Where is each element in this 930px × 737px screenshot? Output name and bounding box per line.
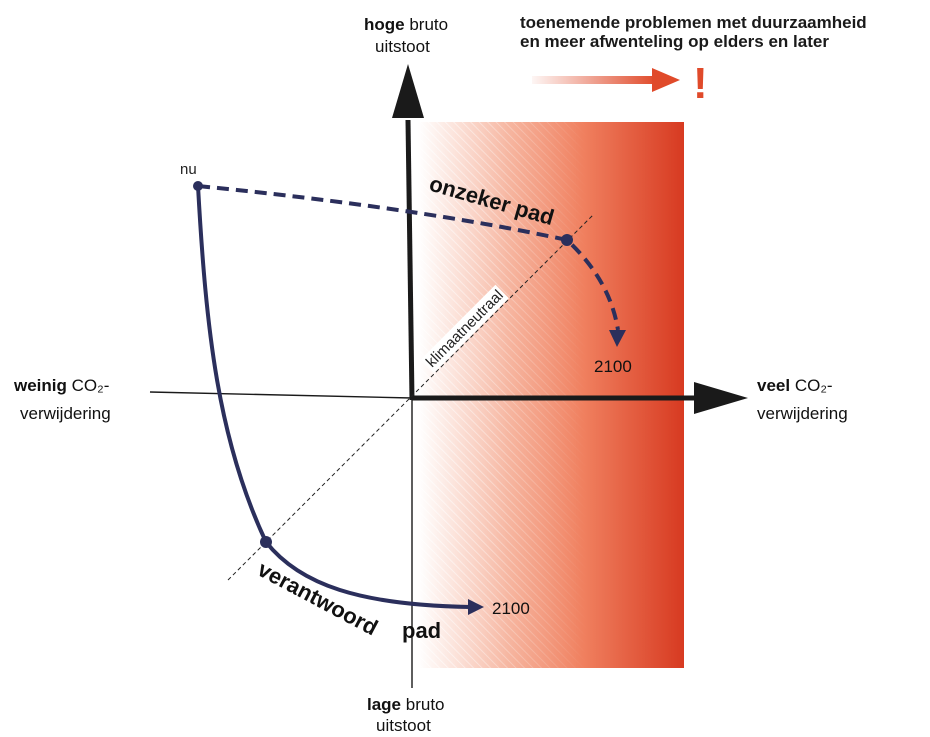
vertical-axis-upper [405,119,415,401]
right-axis-label-bold: veel [757,376,790,395]
warning-arrow-shaft [532,76,656,84]
responsible-path-line [196,185,471,609]
uncertain-path-line [197,184,620,331]
warning-arrow-head [652,68,680,92]
top-axis-label-line2: uitstoot [375,37,430,56]
risk-zone-hatch [418,122,588,668]
left-axis-label-bold: weinig [13,376,67,395]
warning-text-1: toenemende problemen met duurzaamheid [520,13,867,32]
warning-text-2: en meer afwenteling op elders en later [520,32,829,51]
now-point [193,181,203,191]
bottom-axis-label-bold: lage [367,695,401,714]
uncertain-path-point [561,234,573,246]
left-axis-label-rest: CO₂- [72,376,110,395]
top-axis-label-rest: bruto [409,15,448,34]
responsible-path-arrowhead [468,599,484,615]
now-label: nu [180,161,197,178]
left-axis-label-line2: verwijdering [20,404,111,423]
left-axis-label: weinig CO₂- [13,376,109,395]
responsible-path-title-2: pad [402,618,441,643]
warning-mark: ! [693,59,708,108]
uncertain-path-year: 2100 [594,357,632,376]
bottom-axis-label-line2: uitstoot [376,716,431,735]
uncertain-path-arrowhead [609,330,626,347]
horizontal-axis-arrowhead [694,382,748,414]
responsible-path-title-1: verantwoord [254,556,382,640]
responsible-path-year: 2100 [492,599,530,618]
vertical-axis-arrowhead [392,64,424,118]
top-axis-label: hoge bruto [364,15,448,34]
bottom-axis-label-rest: bruto [406,695,445,714]
bottom-axis-label: lage bruto [367,695,445,714]
right-axis-label: veel CO₂- [757,376,833,395]
climate-neutral-line [227,213,595,581]
right-axis-label-rest: CO₂- [795,376,833,395]
horizontal-axis-left [149,391,413,399]
responsible-path-point [260,536,272,548]
climate-neutral-label-bg [420,284,509,373]
top-axis-label-bold: hoge [364,15,405,34]
right-axis-label-line2: verwijdering [757,404,848,423]
